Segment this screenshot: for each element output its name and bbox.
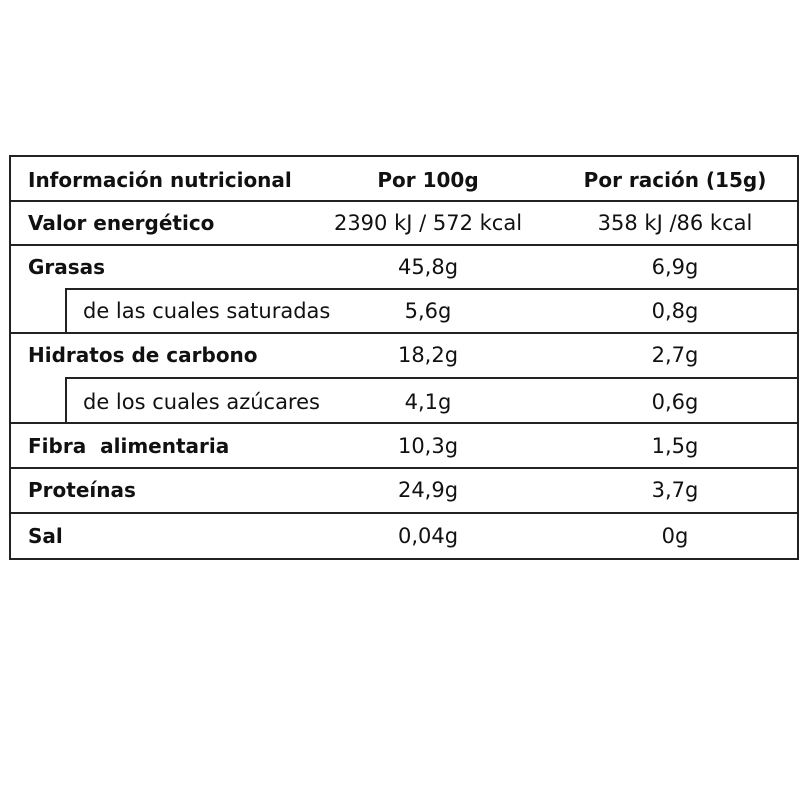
row-label: Grasas bbox=[28, 255, 106, 279]
indent-line bbox=[65, 377, 67, 424]
row-label: Valor energético bbox=[28, 211, 215, 235]
cell: 4,1g bbox=[404, 390, 452, 414]
row-line bbox=[9, 467, 797, 469]
cell: 358 kJ /86 kcal bbox=[597, 211, 753, 235]
row-label: de las cuales saturadas bbox=[83, 299, 331, 323]
row-label: de los cuales azúcares bbox=[83, 390, 320, 414]
row-line bbox=[65, 377, 797, 379]
cell: 18,2g bbox=[397, 343, 459, 367]
cell: 6,9g bbox=[651, 255, 699, 279]
row-label: Proteínas bbox=[28, 478, 136, 502]
cell: 1,5g bbox=[651, 434, 699, 458]
row-label: Hidratos de carbono bbox=[28, 343, 258, 367]
row-line bbox=[9, 422, 797, 424]
row-line bbox=[9, 244, 797, 246]
cell: 2390 kJ / 572 kcal bbox=[333, 211, 523, 235]
table-border bbox=[9, 155, 799, 560]
indent-line bbox=[65, 288, 67, 334]
row-line bbox=[9, 512, 797, 514]
row-line bbox=[65, 288, 797, 290]
row-line bbox=[9, 200, 797, 202]
cell: 0,04g bbox=[397, 524, 459, 548]
header-cell: Por ración (15g) bbox=[583, 168, 767, 192]
cell: 0g bbox=[661, 524, 689, 548]
header-cell: Por 100g bbox=[377, 168, 479, 192]
cell: 5,6g bbox=[404, 299, 452, 323]
row-label: Sal bbox=[28, 524, 63, 548]
cell: 0,6g bbox=[651, 390, 699, 414]
row-label: Fibra alimentaria bbox=[28, 434, 230, 458]
row-line bbox=[9, 332, 797, 334]
cell: 45,8g bbox=[397, 255, 459, 279]
cell: 10,3g bbox=[397, 434, 459, 458]
cell: 2,7g bbox=[651, 343, 699, 367]
cell: 0,8g bbox=[651, 299, 699, 323]
cell: 24,9g bbox=[397, 478, 459, 502]
header-cell: Información nutricional bbox=[28, 168, 292, 192]
cell: 3,7g bbox=[651, 478, 699, 502]
